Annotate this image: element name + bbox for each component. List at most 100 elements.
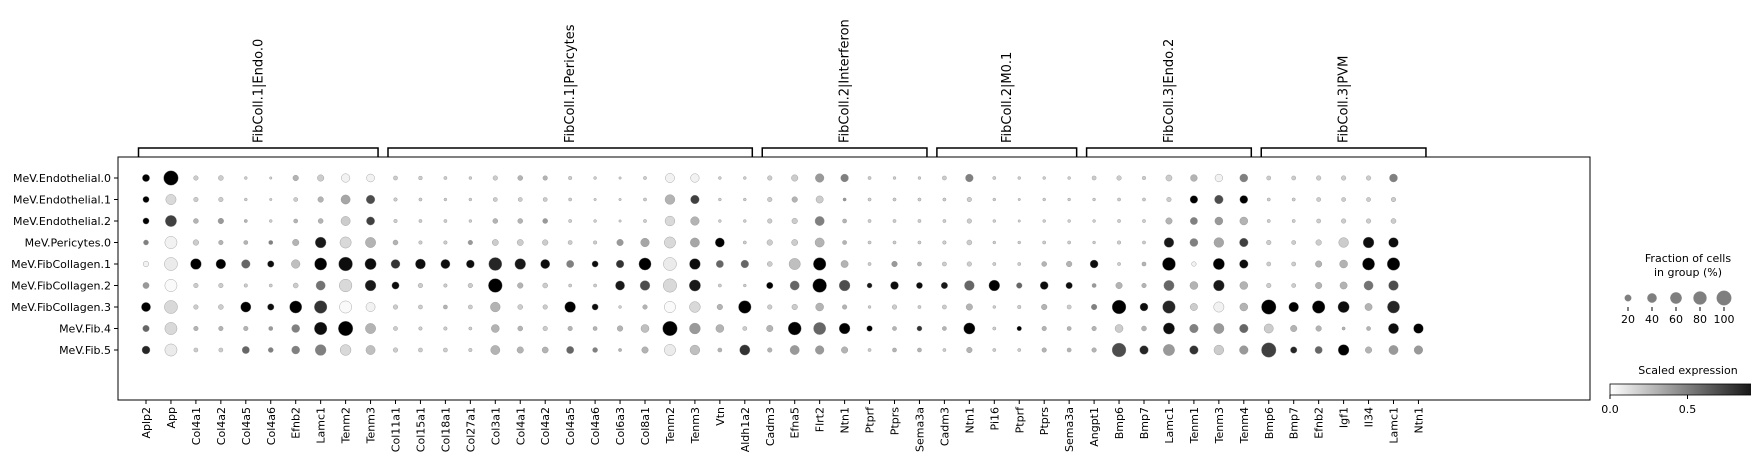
expression-dot bbox=[815, 173, 825, 183]
size-legend-label: 20 bbox=[1621, 313, 1635, 326]
expression-dot bbox=[488, 257, 503, 271]
expression-dot bbox=[517, 325, 523, 332]
expression-dot bbox=[942, 326, 947, 331]
expression-dot bbox=[1213, 301, 1225, 313]
expression-dot bbox=[1017, 198, 1021, 201]
expression-dot bbox=[1162, 257, 1176, 271]
expression-dot bbox=[1117, 262, 1121, 266]
expression-dot bbox=[1266, 197, 1271, 202]
expression-dot bbox=[142, 174, 150, 182]
expression-dot bbox=[1391, 197, 1396, 202]
expression-dot bbox=[917, 305, 922, 309]
gene-label: Ptprf bbox=[1013, 406, 1026, 433]
expression-dot bbox=[992, 219, 996, 223]
expression-dot bbox=[814, 237, 825, 248]
expression-dot bbox=[639, 280, 651, 291]
gene-label: Vtn bbox=[714, 407, 727, 426]
expression-dot bbox=[493, 197, 498, 202]
expression-dot bbox=[542, 175, 548, 181]
gene-label: Bmp7 bbox=[1288, 407, 1301, 439]
expression-dot bbox=[490, 301, 501, 313]
expression-dot bbox=[1266, 261, 1271, 267]
expression-dot bbox=[814, 216, 825, 226]
expression-dot bbox=[468, 304, 473, 310]
expression-dot bbox=[218, 197, 224, 202]
expression-dot bbox=[269, 176, 273, 180]
expression-dot bbox=[1291, 219, 1296, 223]
row-label: MeV.Endothelial.1 bbox=[13, 194, 111, 207]
expression-dot bbox=[1239, 173, 1248, 183]
color-bar bbox=[1609, 383, 1751, 396]
expression-dot bbox=[743, 197, 747, 202]
expression-dot bbox=[1315, 260, 1323, 268]
expression-dot bbox=[992, 197, 996, 202]
expression-dot bbox=[1190, 303, 1198, 311]
expression-dot bbox=[417, 283, 423, 288]
gene-label: Col4a2 bbox=[215, 407, 228, 445]
expression-dot bbox=[665, 173, 675, 183]
gene-label: Col27a1 bbox=[464, 407, 477, 452]
expression-dot bbox=[866, 325, 873, 332]
expression-dot bbox=[289, 300, 302, 314]
expression-dot bbox=[916, 325, 923, 332]
expression-dot bbox=[268, 347, 274, 353]
expression-dot bbox=[767, 218, 773, 224]
expression-dot bbox=[1364, 303, 1373, 311]
expression-dot bbox=[1316, 175, 1322, 181]
expression-dot bbox=[767, 197, 773, 202]
expression-dot bbox=[340, 194, 351, 205]
expression-dot bbox=[867, 240, 872, 245]
gene-label: Sema3a bbox=[1063, 407, 1076, 452]
row-label: MeV.Endothelial.0 bbox=[13, 172, 111, 185]
row-label: MeV.Endothelial.2 bbox=[13, 215, 111, 228]
expression-dot bbox=[1142, 219, 1146, 223]
expression-dot bbox=[942, 175, 947, 181]
gene-label: Col3a1 bbox=[489, 407, 502, 445]
expression-dot bbox=[789, 345, 800, 355]
expression-dot bbox=[1092, 197, 1096, 202]
expression-dot bbox=[418, 347, 423, 353]
expression-dot bbox=[1066, 304, 1072, 310]
expression-dot bbox=[641, 346, 649, 354]
expression-dot bbox=[1413, 323, 1424, 334]
expression-dot bbox=[1165, 174, 1173, 182]
expression-dot bbox=[1117, 240, 1122, 245]
expression-dot bbox=[1142, 197, 1146, 202]
expression-dot bbox=[1040, 281, 1049, 290]
expression-dot bbox=[593, 176, 597, 180]
expression-dot bbox=[517, 304, 523, 310]
expression-dot bbox=[218, 326, 224, 331]
expression-dot bbox=[766, 239, 773, 246]
expression-dot bbox=[517, 282, 524, 289]
gene-label: Ptprf bbox=[864, 406, 877, 433]
gene-label: Tenm4 bbox=[1238, 407, 1251, 444]
gene-label: Efnb2 bbox=[1313, 407, 1326, 439]
expression-dot bbox=[1163, 322, 1175, 335]
expression-dot bbox=[791, 217, 798, 225]
size-legend-dot bbox=[1693, 291, 1707, 305]
expression-dot bbox=[1042, 240, 1047, 245]
expression-dot bbox=[1316, 218, 1321, 224]
gene-label: Col4a5 bbox=[240, 407, 253, 445]
expression-dot bbox=[418, 240, 423, 245]
expression-dot bbox=[992, 262, 997, 266]
gene-label: Lamc1 bbox=[1163, 407, 1176, 444]
expression-dot bbox=[1189, 281, 1199, 290]
expression-dot bbox=[142, 282, 150, 289]
expression-dot bbox=[1366, 326, 1371, 331]
gene-label: Lamc1 bbox=[315, 407, 328, 444]
expression-dot bbox=[592, 347, 598, 353]
plot-frame bbox=[117, 156, 1591, 401]
expression-dot bbox=[268, 240, 273, 245]
expression-dot bbox=[518, 197, 523, 202]
expression-dot bbox=[840, 173, 849, 183]
expression-dot bbox=[839, 322, 851, 335]
expression-dot bbox=[1166, 197, 1172, 202]
expression-dot bbox=[540, 259, 550, 269]
expression-dot bbox=[267, 260, 275, 268]
expression-dot bbox=[791, 303, 798, 311]
expression-dot bbox=[1239, 259, 1249, 269]
expression-dot bbox=[690, 237, 700, 248]
expression-dot bbox=[1387, 257, 1400, 271]
expression-dot bbox=[1339, 281, 1348, 290]
